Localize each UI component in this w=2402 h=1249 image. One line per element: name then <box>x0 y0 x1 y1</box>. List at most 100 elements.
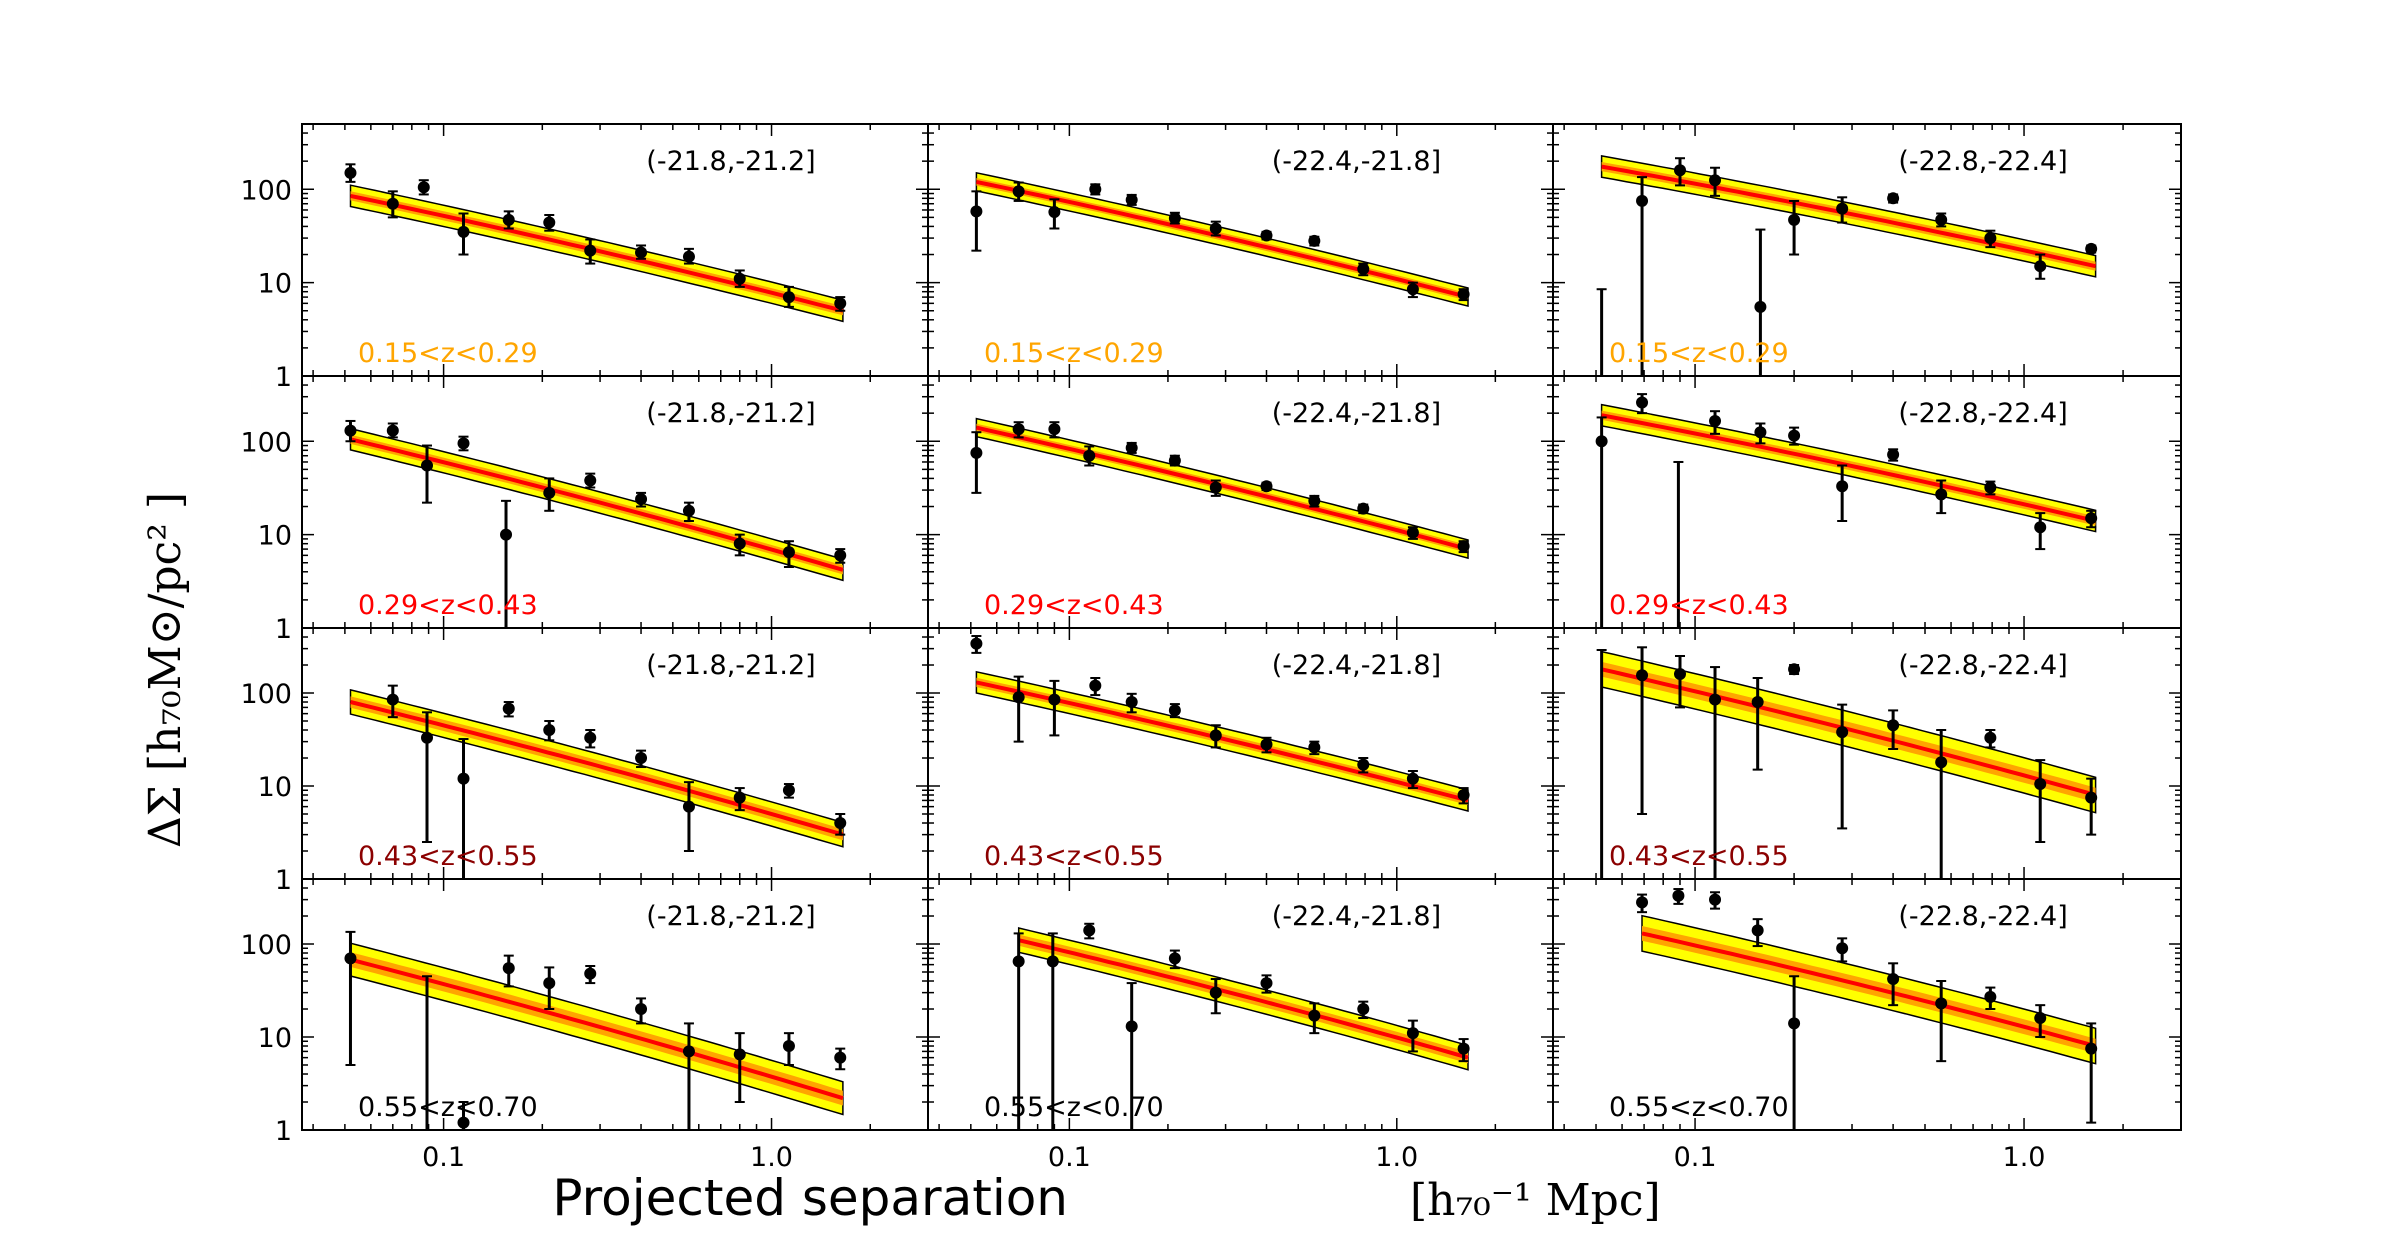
data-point <box>1308 741 1321 754</box>
model-band-inner <box>1601 661 2096 803</box>
data-point <box>543 977 556 990</box>
magnitude-bin-label: (-21.8,-21.2] <box>646 901 815 932</box>
data-point <box>1984 481 1997 494</box>
data-point <box>1595 435 1608 448</box>
data-point <box>733 1048 746 1061</box>
data-point <box>457 437 470 450</box>
magnitude-bin-label: (-21.8,-21.2] <box>646 146 815 177</box>
magnitude-bin-label: (-22.4,-21.8] <box>1272 901 1441 932</box>
data-point <box>682 1045 695 1058</box>
y-tick-label: 100 <box>240 427 292 458</box>
magnitude-bin-label: (-22.8,-22.4] <box>1898 650 2067 681</box>
data-point <box>502 702 515 715</box>
data-point <box>1209 222 1222 235</box>
y-tick-label: 1 <box>275 362 292 393</box>
x-tick-label: 1.0 <box>750 1142 793 1173</box>
data-point <box>457 225 470 238</box>
y-tick-label: 1 <box>275 614 292 645</box>
model-line <box>975 425 1469 552</box>
data-point <box>1406 772 1419 785</box>
panel-plot-area <box>344 163 847 323</box>
panel-plot-area <box>970 417 1470 560</box>
panel-plot-area <box>1596 155 2098 376</box>
y-tick-label: 100 <box>240 930 292 961</box>
redshift-bin-label: 0.43<z<0.55 <box>358 841 538 872</box>
redshift-bin-label: 0.43<z<0.55 <box>1609 841 1789 872</box>
panel-r3-c3: (-22.8,-22.4] 0.43<z<0.55 <box>1552 627 2182 880</box>
data-point <box>1788 213 1801 226</box>
data-point <box>1125 441 1138 454</box>
panel-r1-c1: (-21.8,-21.2] 0.15<z<0.29 1 10 100 <box>240 123 929 393</box>
data-point <box>457 772 470 785</box>
y-tick-label: 100 <box>240 175 292 206</box>
panel-plot-area <box>349 684 847 879</box>
data-point <box>2034 521 2047 534</box>
data-point <box>2085 512 2098 525</box>
data-point <box>1406 526 1419 539</box>
data-point <box>1260 229 1273 242</box>
data-point <box>1048 206 1061 219</box>
panel-r3-c2: (-22.4,-21.8] 0.43<z<0.55 <box>927 627 1554 880</box>
data-point <box>1260 977 1273 990</box>
panel-plot-area <box>970 635 1470 812</box>
magnitude-bin-label: (-22.8,-22.4] <box>1898 146 2067 177</box>
data-point <box>834 549 847 562</box>
data-point <box>834 297 847 310</box>
data-point <box>1457 288 1470 301</box>
redshift-bin-label: 0.43<z<0.55 <box>984 841 1164 872</box>
data-point <box>584 731 597 744</box>
magnitude-bin-label: (-22.8,-22.4] <box>1898 398 2067 429</box>
data-point <box>1935 213 1948 226</box>
data-point <box>417 181 430 194</box>
y-tick-label: 10 <box>258 521 292 552</box>
data-point <box>1935 756 1948 769</box>
data-point <box>386 693 399 706</box>
data-point <box>1754 300 1767 313</box>
x-tick-label: 1.0 <box>1375 1142 1418 1173</box>
data-point <box>1357 262 1370 275</box>
data-point <box>457 1116 470 1129</box>
data-point <box>2085 242 2098 255</box>
data-point <box>1836 726 1849 739</box>
magnitude-bin-label: (-21.8,-21.2] <box>646 650 815 681</box>
data-point <box>733 272 746 285</box>
data-point <box>1168 454 1181 467</box>
x-tick-label: 0.1 <box>1048 1142 1091 1173</box>
data-point <box>543 216 556 229</box>
data-point <box>1709 693 1722 706</box>
data-point <box>421 459 434 472</box>
model-line <box>1641 931 2097 1048</box>
data-point <box>733 537 746 550</box>
data-point <box>834 1051 847 1064</box>
data-point <box>2085 1042 2098 1055</box>
data-point <box>635 1003 648 1016</box>
data-point <box>421 731 434 744</box>
data-point <box>1636 194 1649 207</box>
panel-plot-area <box>1596 646 2098 879</box>
panel-plot-area <box>1595 393 2098 628</box>
data-point <box>1125 696 1138 709</box>
redshift-bin-label: 0.55<z<0.70 <box>358 1092 538 1123</box>
data-point <box>1788 663 1801 676</box>
redshift-bin-label: 0.29<z<0.43 <box>984 590 1164 621</box>
x-tick-label: 0.1 <box>1674 1142 1717 1173</box>
data-point <box>1887 973 1900 986</box>
x-axis-label: Projected separation <box>552 1169 1068 1227</box>
model-band-inner <box>1642 926 2096 1054</box>
data-point <box>1125 1020 1138 1033</box>
model-line <box>349 957 844 1101</box>
data-point <box>733 791 746 804</box>
magnitude-bin-label: (-22.4,-21.8] <box>1272 398 1441 429</box>
data-point <box>1357 758 1370 771</box>
x-axis-unit: [h₇₀⁻¹ Mpc] <box>1410 1175 1661 1226</box>
panel-grid: (-21.8,-21.2] 0.15<z<0.29 1 10 100 (-22.4,-21… <box>240 123 2182 1173</box>
data-point <box>1260 480 1273 493</box>
redshift-bin-label: 0.55<z<0.70 <box>984 1092 1164 1123</box>
data-point <box>1168 212 1181 225</box>
data-point <box>1357 1003 1370 1016</box>
data-point <box>782 546 795 559</box>
data-point <box>782 291 795 304</box>
data-point <box>1357 502 1370 515</box>
y-tick-label: 1 <box>275 1116 292 1147</box>
data-point <box>635 246 648 259</box>
